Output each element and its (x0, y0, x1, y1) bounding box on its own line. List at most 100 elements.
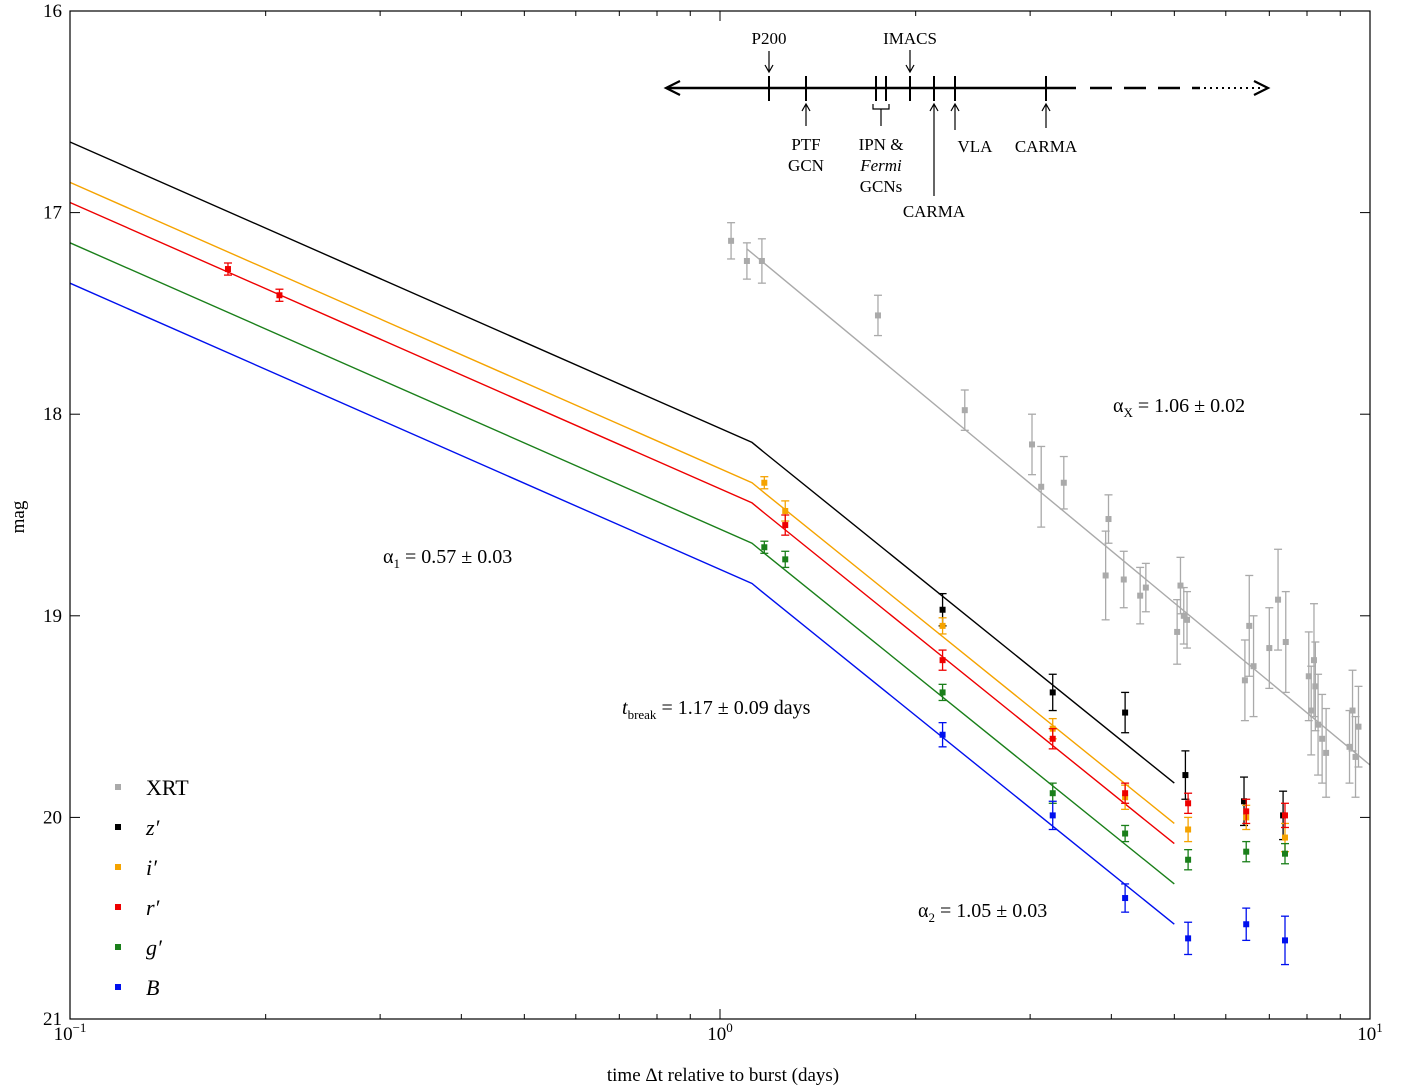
annotation-alphaX: αX = 1.06 ± 0.02 (1113, 395, 1245, 420)
data-point (782, 556, 789, 563)
data-point (761, 479, 768, 486)
data-point (874, 312, 881, 319)
legend-swatch (115, 944, 121, 950)
data-point (1246, 622, 1253, 629)
timeline-label-ptf: PTF (791, 135, 820, 154)
data-point (1049, 812, 1056, 819)
x-tick-label: 100 (707, 1020, 733, 1045)
data-point (1122, 830, 1129, 837)
timeline-left-arrowhead (663, 80, 681, 96)
data-point (782, 522, 789, 529)
data-point (1243, 808, 1250, 815)
data-point (758, 257, 765, 264)
data-point (939, 731, 946, 738)
annotation-alpha1: α1 = 0.57 ± 0.03 (383, 546, 512, 571)
data-point (1282, 834, 1289, 841)
timeline-label-fermi: Fermi (859, 156, 902, 175)
data-point (1049, 689, 1056, 696)
timeline-label-carma1: CARMA (903, 202, 966, 221)
data-point (761, 544, 768, 551)
data-point (743, 257, 750, 264)
ptf-arrow (801, 102, 811, 126)
data-point (1105, 516, 1112, 523)
data-point (1349, 707, 1356, 714)
x-axis-title: time Δt relative to burst (days) (607, 1065, 839, 1086)
y-tick-label: 17 (43, 203, 62, 224)
legend-swatch (115, 784, 121, 790)
legend-swatch (115, 824, 121, 830)
data-point (1174, 628, 1181, 635)
data-point (1243, 848, 1250, 855)
carma1-arrow (929, 102, 939, 196)
data-point (1282, 937, 1289, 944)
fit-lines (69, 141, 1371, 925)
imacs-arrow (905, 50, 915, 74)
data-point (1282, 639, 1289, 646)
legend: XRT z′ i′ r′ g′ B (115, 775, 189, 1000)
fit-line (69, 242, 1175, 885)
legend-label: z′ (145, 815, 161, 840)
data-point (1142, 584, 1149, 591)
data-point (1029, 441, 1036, 448)
legend-label: XRT (146, 775, 189, 800)
timeline-label-ipn: IPN & (859, 135, 904, 154)
data-point (1185, 800, 1192, 807)
carma2-arrow (1041, 102, 1051, 128)
timeline-label-gcn: GCN (788, 156, 824, 175)
data-point (1319, 735, 1326, 742)
y-tick-label: 19 (43, 606, 62, 627)
data-point (1346, 743, 1353, 750)
timeline-label-gcns: GCNs (860, 177, 903, 196)
data-point (1250, 663, 1257, 670)
y-tick-label: 18 (43, 404, 62, 425)
data-point (224, 266, 231, 273)
data-point (1266, 645, 1273, 652)
data-point (1312, 683, 1319, 690)
data-point (1180, 612, 1187, 619)
data-point (1315, 721, 1322, 728)
x-tick-label: 10−1 (54, 1020, 87, 1045)
data-point (1355, 723, 1362, 730)
data-point (1122, 895, 1129, 902)
y-tick-label: 21 (43, 1009, 62, 1030)
data-point (1102, 572, 1109, 579)
legend-label: g′ (146, 935, 163, 960)
vla-arrow (950, 102, 960, 130)
fit-line (69, 201, 1175, 845)
legend-swatch (115, 864, 121, 870)
data-point (1185, 935, 1192, 942)
data-point (276, 292, 283, 299)
data-point (1184, 616, 1191, 623)
data-point (1122, 709, 1129, 716)
data-point (1185, 826, 1192, 833)
data-point (728, 237, 735, 244)
observation-timeline (663, 50, 1271, 196)
data-point (939, 606, 946, 613)
timeline-label-vla: VLA (958, 137, 994, 156)
data-point (1308, 707, 1315, 714)
data-point (1120, 576, 1127, 583)
data-point (1038, 483, 1045, 490)
data-point (939, 689, 946, 696)
data-point (1137, 592, 1144, 599)
timeline-label-p200: P200 (752, 29, 787, 48)
data-point (1060, 479, 1067, 486)
data-point (1241, 677, 1248, 684)
data-point (939, 622, 946, 629)
data-point (1185, 856, 1192, 863)
data-point (1241, 798, 1248, 805)
data-point (1049, 735, 1056, 742)
timeline-right-arrowhead (1253, 80, 1271, 96)
timeline-label-carma2: CARMA (1015, 137, 1078, 156)
data-point (1305, 673, 1312, 680)
p200-arrow (764, 51, 774, 74)
timeline-label-imacs: IMACS (883, 29, 937, 48)
legend-label: r′ (146, 895, 161, 920)
y-tick-label: 20 (43, 807, 62, 828)
legend-label: B (146, 975, 159, 1000)
data-point (1282, 812, 1289, 819)
data-point (1310, 657, 1317, 664)
annotation-tbreak: tbreak = 1.17 ± 0.09 days (622, 697, 811, 722)
data-point (1323, 749, 1330, 756)
